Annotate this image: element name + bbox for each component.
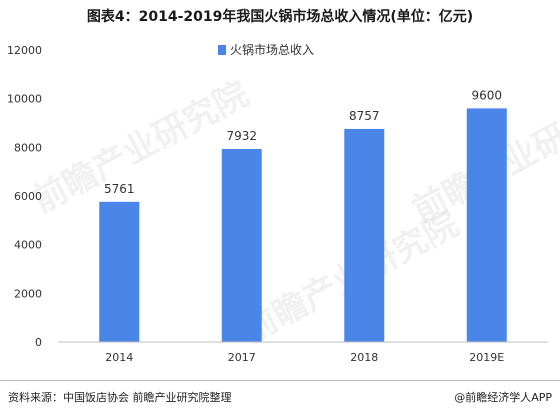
x-axis: 2014 2017 2018 2019E	[58, 341, 548, 364]
data-label: 8757	[349, 109, 380, 123]
y-tick-label: 12000	[7, 44, 42, 57]
bar	[221, 148, 262, 342]
bar-chart: 火锅市场总收入 0 2000 4000 6000 8000 10000 12000 5761…	[7, 42, 548, 364]
bars: 5761 7932 8757 9600	[99, 88, 507, 343]
source-note: 资料来源：中国饭店协会 前瞻产业研究院整理	[8, 391, 232, 404]
footer-divider	[0, 380, 560, 381]
y-tick-label: 2000	[14, 287, 42, 300]
bar	[466, 108, 507, 343]
bar	[99, 201, 140, 342]
x-tick-label: 2019E	[469, 351, 504, 364]
legend: 火锅市场总收入	[218, 42, 314, 57]
y-tick-label: 10000	[7, 93, 42, 106]
bar	[344, 128, 385, 342]
chart-title: 图表4：2014-2019年我国火锅市场总收入情况(单位：亿元)	[86, 9, 474, 25]
y-tick-label: 0	[35, 336, 42, 349]
chart-area: 火锅市场总收入 0 2000 4000 6000 8000 10000 12000 5761…	[0, 28, 560, 378]
y-axis: 0 2000 4000 6000 8000 10000 12000	[7, 44, 42, 349]
y-tick-label: 6000	[14, 190, 42, 203]
x-tick-label: 2017	[228, 351, 256, 364]
data-label: 7932	[226, 129, 257, 143]
legend-label: 火锅市场总收入	[230, 42, 314, 57]
brand-credit: @前瞻经济学人APP	[454, 389, 552, 405]
x-tick-label: 2018	[350, 351, 378, 364]
y-tick-label: 8000	[14, 141, 42, 154]
brand-label: @前瞻经济学人APP	[454, 391, 552, 404]
x-tick-label: 2014	[105, 351, 133, 364]
legend-swatch	[218, 45, 226, 55]
data-label: 9600	[471, 88, 502, 102]
y-tick-label: 4000	[14, 239, 42, 252]
data-label: 5761	[104, 182, 135, 196]
